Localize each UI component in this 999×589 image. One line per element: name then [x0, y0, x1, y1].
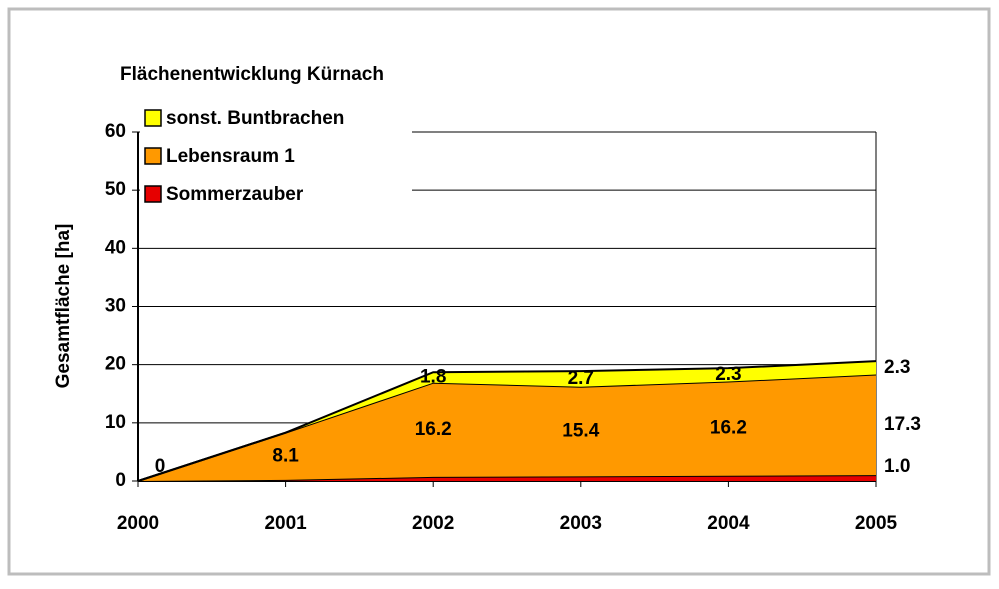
x-tick-label: 2000 — [117, 513, 159, 534]
data-label: 16.2 — [415, 419, 452, 440]
data-label: 2.7 — [568, 368, 594, 389]
legend-label: Sommerzauber — [166, 184, 304, 205]
legend-label: sonst. Buntbrachen — [166, 108, 344, 129]
y-tick-label: 60 — [105, 121, 126, 142]
legend-swatch — [144, 185, 162, 203]
y-tick-label: 30 — [105, 296, 126, 317]
data-label: 2.3 — [715, 364, 741, 385]
data-label: 17.3 — [884, 414, 921, 435]
data-label: 15.4 — [562, 421, 599, 442]
data-label: 1.0 — [884, 456, 910, 477]
legend-swatch — [144, 147, 162, 165]
legend-swatch — [144, 109, 162, 127]
y-tick-label: 40 — [105, 237, 126, 258]
legend-box — [140, 106, 412, 210]
x-tick-label: 2005 — [855, 513, 898, 534]
x-tick-label: 2003 — [560, 513, 602, 534]
legend-label: Lebensraum 1 — [166, 146, 295, 167]
area — [138, 374, 876, 481]
y-tick-label: 20 — [105, 354, 126, 375]
chart-title: Flächenentwicklung Kürnach — [120, 64, 384, 85]
area-edge — [137, 360, 877, 482]
x-tick-label: 2001 — [264, 513, 307, 534]
x-tick-label: 2004 — [707, 513, 750, 534]
data-label: 0 — [155, 456, 166, 477]
y-axis-label: Gesamtfläche [ha] — [53, 224, 74, 389]
data-label: 8.1 — [272, 445, 299, 466]
y-tick-label: 50 — [105, 179, 126, 200]
data-label: 1.8 — [420, 366, 446, 387]
frame — [7, 7, 991, 576]
y-tick-label: 10 — [105, 412, 126, 433]
x-tick-label: 2002 — [412, 513, 454, 534]
y-tick-label: 0 — [115, 470, 126, 491]
data-label: 16.2 — [710, 418, 747, 439]
data-label: 2.3 — [884, 357, 910, 378]
area — [138, 361, 876, 481]
